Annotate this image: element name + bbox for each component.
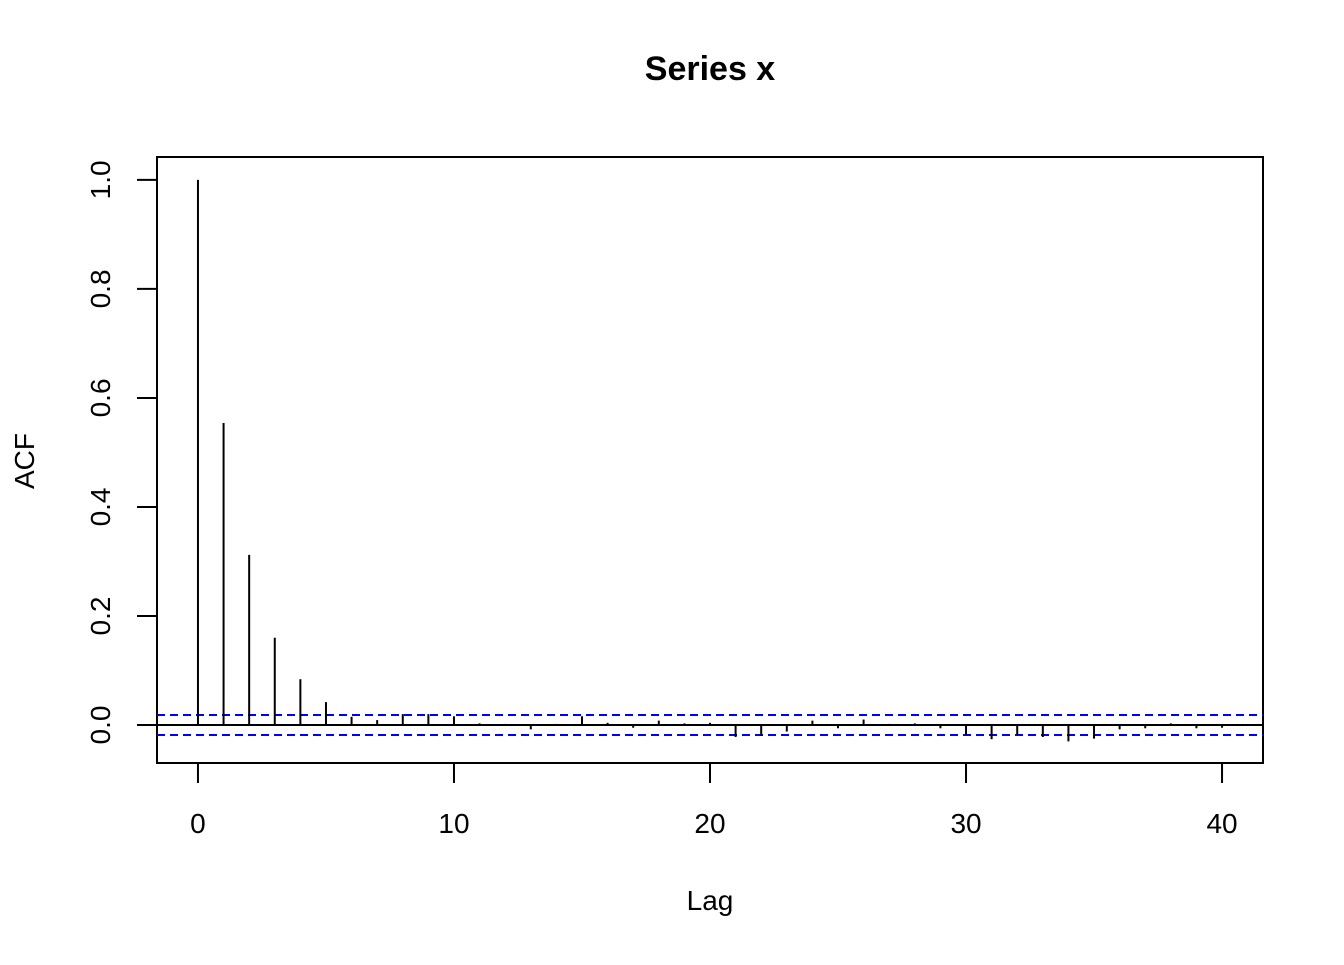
y-tick-label: 0.0 <box>85 706 116 745</box>
x-tick-label: 20 <box>694 808 725 839</box>
y-tick-label: 0.6 <box>85 378 116 417</box>
y-tick-label: 1.0 <box>85 160 116 199</box>
x-tick-label: 30 <box>950 808 981 839</box>
y-tick-label: 0.2 <box>85 597 116 636</box>
x-tick-label: 10 <box>438 808 469 839</box>
y-axis-label: ACF <box>9 433 40 489</box>
x-tick-label: 0 <box>190 808 206 839</box>
chart-title: Series x <box>645 50 776 88</box>
y-tick-label: 0.4 <box>85 487 116 526</box>
x-axis-label: Lag <box>687 885 734 916</box>
plot-box <box>156 156 1264 764</box>
y-tick-label: 0.8 <box>85 269 116 308</box>
x-tick-label: 40 <box>1206 808 1237 839</box>
